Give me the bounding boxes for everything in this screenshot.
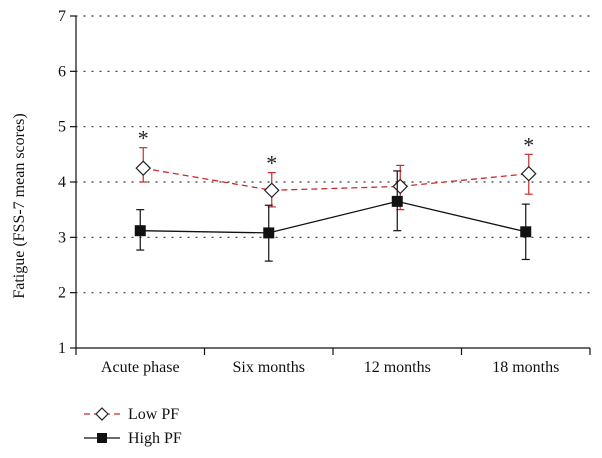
x-tick-label: 12 months xyxy=(364,359,431,376)
series-layer xyxy=(134,147,537,262)
data-point-diamond xyxy=(263,182,280,199)
legend-item: Low PF xyxy=(84,406,179,423)
series-line xyxy=(143,167,529,191)
legend-label: High PF xyxy=(128,430,182,447)
y-axis-title: Fatigue (FSS-7 mean scores) xyxy=(11,113,28,298)
legend-label: Low PF xyxy=(128,406,179,423)
legend-diamond xyxy=(95,407,109,421)
legend: Low PF High PF xyxy=(84,406,182,447)
series-high-pf xyxy=(134,170,532,262)
series-low-pf xyxy=(135,147,537,211)
annotations: * * * xyxy=(138,126,535,176)
grid-lines xyxy=(75,15,591,294)
data-point-diamond xyxy=(520,165,537,182)
data-point-diamond xyxy=(135,160,152,177)
x-tick-label: 18 months xyxy=(492,359,559,376)
y-tick-label: 4 xyxy=(58,174,66,191)
data-point-square xyxy=(391,195,403,207)
y-tick-label: 1 xyxy=(58,340,66,357)
significance-marker: * xyxy=(138,126,149,151)
significance-marker: * xyxy=(523,132,534,157)
series-line xyxy=(140,200,526,234)
legend-square xyxy=(97,433,107,443)
y-tick-label: 7 xyxy=(58,8,66,25)
y-tick-label: 2 xyxy=(58,285,66,302)
y-ticks: 1 2 3 4 5 6 7 xyxy=(58,8,76,357)
significance-marker: * xyxy=(266,151,277,176)
x-tick-label: Six months xyxy=(233,359,305,376)
y-tick-label: 5 xyxy=(58,119,66,136)
data-point-square xyxy=(263,227,275,239)
x-tick-label: Acute phase xyxy=(101,359,180,376)
y-tick-label: 6 xyxy=(58,63,66,80)
data-point-square xyxy=(520,226,532,238)
legend-item: High PF xyxy=(84,430,182,447)
y-tick-label: 3 xyxy=(58,229,66,246)
data-point-square xyxy=(134,225,146,237)
x-ticks: Acute phase Six months 12 months 18 months xyxy=(75,348,591,376)
